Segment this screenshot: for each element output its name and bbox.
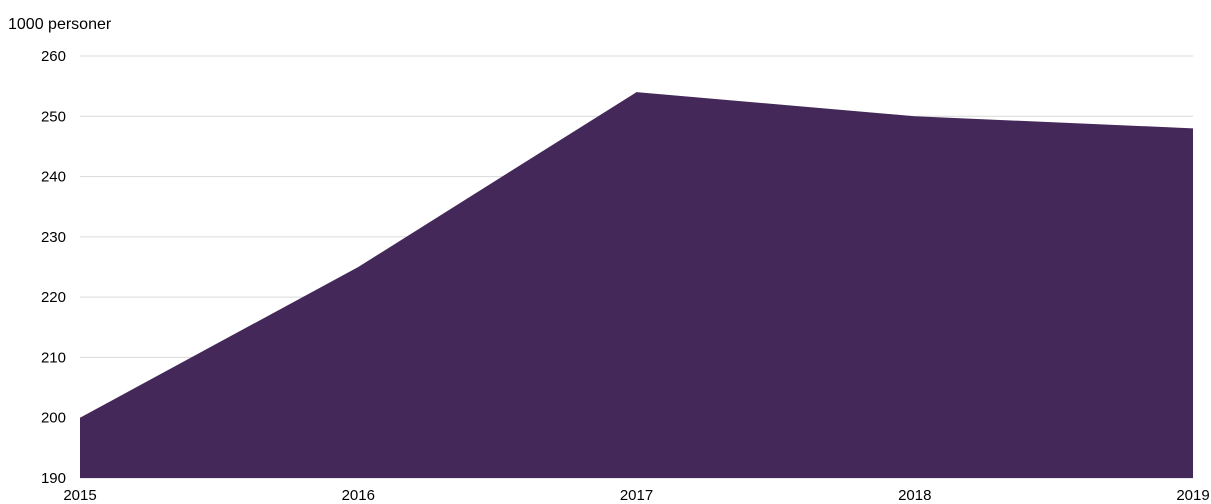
- area-series: [80, 92, 1193, 479]
- x-tick-label: 2015: [63, 487, 96, 504]
- y-tick-label: 200: [41, 410, 66, 427]
- area-series-layer: [80, 92, 1193, 479]
- x-tick-label: 2018: [898, 487, 931, 504]
- x-tick-label: 2016: [342, 487, 375, 504]
- y-axis-unit-label: 1000 personer: [8, 16, 112, 33]
- y-tick-label: 240: [41, 169, 66, 186]
- y-tick-label: 220: [41, 289, 66, 306]
- y-tick-label: 260: [41, 48, 66, 65]
- y-tick-label: 230: [41, 229, 66, 246]
- y-axis-tick-labels: 190 200 210 220 230 240 250 260: [41, 48, 66, 487]
- x-tick-label: 2019: [1176, 487, 1209, 504]
- y-tick-label: 190: [41, 470, 66, 487]
- y-tick-label: 210: [41, 349, 66, 366]
- y-tick-label: 250: [41, 108, 66, 125]
- x-tick-label: 2017: [620, 487, 653, 504]
- x-axis-tick-labels: 2015 2016 2017 2018 2019: [63, 487, 1209, 504]
